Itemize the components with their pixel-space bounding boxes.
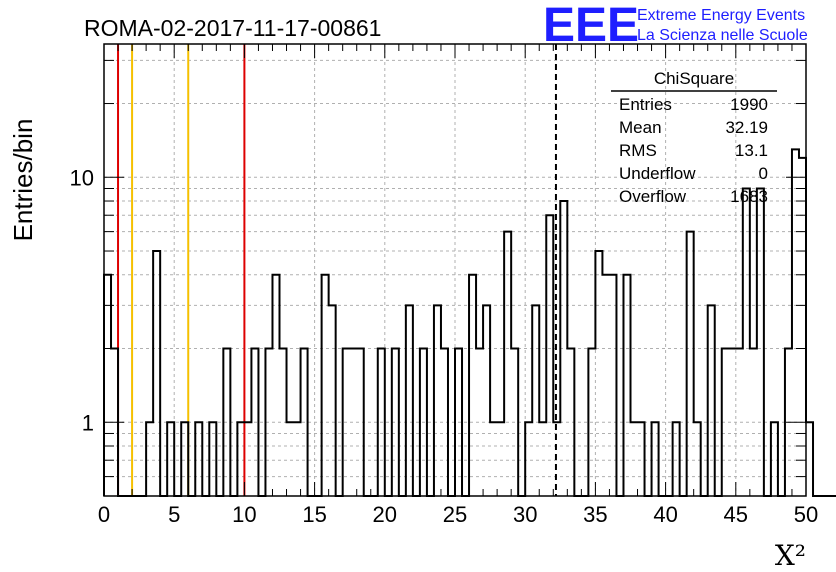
histogram-outline xyxy=(103,148,836,497)
histogram-bin xyxy=(272,275,279,496)
stats-label-rms: RMS xyxy=(619,141,657,160)
x-tick-label: 0 xyxy=(98,502,110,527)
histogram-bin xyxy=(757,188,764,496)
stats-box: ChiSquare Entries 1990 Mean 32.19 RMS 13… xyxy=(611,69,777,206)
stats-label-entries: Entries xyxy=(619,95,672,114)
histogram-bin xyxy=(609,275,616,496)
x-tick-label: 40 xyxy=(653,502,677,527)
histogram-bin xyxy=(504,232,511,496)
x-tick-label: 45 xyxy=(724,502,748,527)
histogram-bin xyxy=(406,305,413,496)
y-axis-label: Entries/bin xyxy=(8,119,38,242)
stats-value-overflow: 1683 xyxy=(730,187,768,206)
x-tick-label: 30 xyxy=(513,502,537,527)
histogram-bin xyxy=(623,275,630,496)
histogram-bin xyxy=(708,305,715,496)
x-tick-label: 20 xyxy=(373,502,397,527)
marker-lines xyxy=(117,44,557,496)
histogram-bin xyxy=(532,305,539,496)
histogram-bin xyxy=(799,158,806,496)
logo-line1: Extreme Energy Events xyxy=(637,7,805,24)
stats-label-overflow: Overflow xyxy=(619,187,687,206)
stats-value-rms: 13.1 xyxy=(735,141,768,160)
x-tick-label: 25 xyxy=(443,502,467,527)
x-tick-labels: 0 5 10 15 20 25 30 35 40 45 50 xyxy=(98,502,818,527)
histogram-bin xyxy=(322,275,329,496)
stats-title: ChiSquare xyxy=(654,69,734,88)
grid-lines xyxy=(103,44,807,496)
x-tick-label: 10 xyxy=(232,502,256,527)
stats-label-mean: Mean xyxy=(619,118,662,137)
y-tick-labels: 1 10 xyxy=(70,165,94,435)
stats-value-underflow: 0 xyxy=(759,164,768,183)
x-tick-label: 50 xyxy=(794,502,818,527)
histogram-bin xyxy=(546,215,553,496)
histogram-bin xyxy=(469,275,476,496)
y-tick-label: 1 xyxy=(82,410,94,435)
histogram-bin xyxy=(329,305,336,496)
histogram-bin xyxy=(743,188,750,496)
histogram-bin xyxy=(104,275,111,496)
histogram-bin xyxy=(806,422,813,496)
x-tick-label: 5 xyxy=(168,502,180,527)
stats-value-mean: 32.19 xyxy=(725,118,768,137)
histogram-bin xyxy=(687,232,694,496)
plot-frame xyxy=(103,43,807,497)
histogram-bin xyxy=(595,251,602,496)
run-title: ROMA-02-2017-11-17-00861 xyxy=(84,15,381,41)
logo-line2: La Scienza nelle Scuole xyxy=(637,27,808,44)
x-axis-label: X² xyxy=(775,539,806,572)
eee-logo: EEE Extreme Energy Events La Scienza nel… xyxy=(543,0,808,52)
x-tick-label: 35 xyxy=(583,502,607,527)
x-tick-label: 15 xyxy=(302,502,326,527)
histogram-bin xyxy=(602,275,609,496)
histogram-bars xyxy=(103,148,836,497)
stats-label-underflow: Underflow xyxy=(619,164,696,183)
stats-value-entries: 1990 xyxy=(730,95,768,114)
histogram-bin xyxy=(483,305,490,496)
y-tick-label: 10 xyxy=(70,165,94,190)
histogram-bin xyxy=(153,251,160,496)
histogram-bin xyxy=(434,305,441,496)
